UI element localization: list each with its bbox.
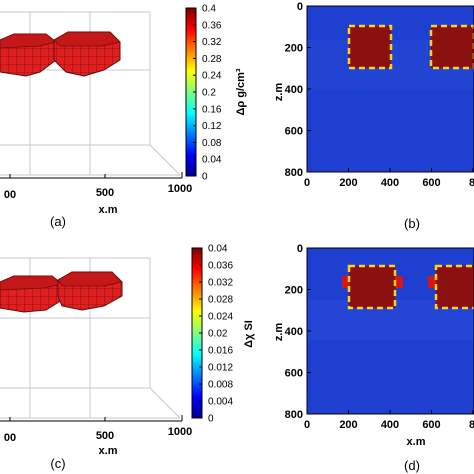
colorbar-a-tick-label: 0.32 (202, 37, 222, 48)
panel-d-ytick-label: 200 (285, 285, 303, 297)
panel-b-ylabel: z.m (273, 83, 285, 102)
panel-d-ytick-label: 0 (297, 243, 303, 255)
panel-a-3d-plot: 00 500 1000 x.m (a) (0, 11, 192, 229)
colorbar-a-tick-label: 0.16 (202, 104, 222, 115)
panel-c-3d-plot: 00 500 1000 x.m (c) (0, 257, 192, 471)
colorbar-a-tick-label: 0.12 (202, 121, 222, 132)
colorbar-c-tick-label: 0 (208, 414, 214, 425)
panel-b-ytick-label: 400 (285, 84, 303, 96)
panel-c-xtick: 500 (96, 430, 114, 442)
colorbar-c-tick-label: 0.008 (208, 380, 233, 391)
panel-c-xtick: 1000 (168, 426, 192, 438)
colorbar-a-tick-label: 0.24 (202, 71, 222, 82)
colorbar-c-tick-label: 0.012 (208, 363, 233, 374)
panel-c-anomaly-right (57, 271, 123, 311)
panel-b-xtick-label: 8 (469, 177, 474, 189)
panel-c-xtick: 00 (4, 432, 16, 444)
panel-d-outline-right (434, 264, 474, 310)
panel-b-ytick-label: 800 (285, 167, 303, 179)
panel-b-xtick-label: 200 (339, 177, 357, 189)
panel-b-ytick-label: 200 (285, 43, 303, 55)
panel-d-anomaly-left-edge (395, 276, 403, 288)
colorbar-a-tick-label: 0.28 (202, 54, 222, 65)
panel-d-ytick-label: 400 (285, 326, 303, 338)
panel-d-anomaly-right (436, 266, 474, 308)
panel-d-xlabel: x.m (407, 436, 426, 448)
colorbar-c-tick-label: 0.032 (208, 278, 233, 289)
panel-a-xlabel: x.m (99, 204, 118, 216)
panel-d-ylabel: z.m (273, 323, 285, 342)
panel-a-anomaly-right (53, 31, 121, 77)
panel-b-ytick-label: 0 (297, 1, 303, 13)
panel-b-xtick-label: 0 (304, 177, 310, 189)
panel-a-xtick: 500 (96, 187, 114, 199)
colorbar-c-tick-label: 0.02 (208, 329, 228, 340)
colorbar-c-tick-label: 0.04 (208, 244, 228, 255)
panel-d-ytick-label: 600 (285, 368, 303, 380)
panel-c-label: (c) (50, 456, 65, 471)
colorbar-c-tick-label: 0.036 (208, 261, 233, 272)
colorbar-c-tick-label: 0.004 (208, 397, 233, 408)
colorbar-c-label: Δχ SI (243, 320, 255, 348)
panel-d-xtick-label: 200 (339, 419, 357, 431)
panel-d-xtick-label: 600 (422, 419, 440, 431)
panel-b-anomaly-left (349, 26, 391, 68)
colorbar-a-tick-label: 0.2 (202, 88, 216, 99)
panel-a-xtick: 1000 (168, 183, 192, 195)
panel-d-xtick-label: 400 (381, 419, 399, 431)
panel-c-xlabel: x.m (99, 445, 118, 457)
panel-d-anomaly-left-edge (342, 276, 350, 288)
panel-b-outline-right (429, 24, 474, 70)
panel-d-xtick-label: 8 (469, 419, 474, 431)
colorbar-c-tick-label: 0.024 (208, 312, 233, 323)
panel-b-anomaly-right (431, 26, 474, 68)
colorbar-a-tick-label: 0 (202, 172, 208, 183)
panel-b-xtick-label: 600 (422, 177, 440, 189)
panel-a-anomaly-left (0, 33, 57, 77)
panel-c-anomaly-left (0, 275, 63, 313)
colorbar-a: 0.40.360.320.280.240.20.160.120.080.040 … (185, 4, 247, 183)
panel-b-xtick-label: 400 (381, 177, 399, 189)
colorbar-a-tick-label: 0.04 (202, 155, 222, 166)
panel-c-axis (0, 415, 183, 422)
panel-a-xtick: 00 (4, 189, 16, 201)
colorbar-a-label: Δρ g/cm³ (235, 68, 247, 115)
panel-b-ytick-label: 600 (285, 126, 303, 138)
panel-b-outline-left (347, 24, 393, 70)
panel-d-ytick-label: 800 (285, 409, 303, 421)
panel-d-anomaly-left (349, 266, 395, 308)
colorbar-a-tick-label: 0.36 (202, 20, 222, 31)
panel-d-xtick-label: 0 (304, 419, 310, 431)
colorbar-c-tick-label: 0.016 (208, 346, 233, 357)
colorbar-c-tick-label: 0.028 (208, 295, 233, 306)
colorbar-c: 0.04 0.036 0.032 0.028 0.024 0.02 0.016 0.012 0.… (191, 244, 255, 425)
panel-d-outline-left (347, 264, 397, 310)
panel-a-axis (0, 172, 183, 179)
panel-d-anomaly-right-edge (428, 276, 436, 288)
colorbar-a-tick-label: 0.4 (202, 4, 216, 15)
panel-b-label: (b) (404, 216, 420, 231)
panel-a-label: (a) (50, 214, 66, 229)
colorbar-a-tick-label: 0.08 (202, 138, 222, 149)
panel-d-label: (d) (404, 458, 420, 473)
